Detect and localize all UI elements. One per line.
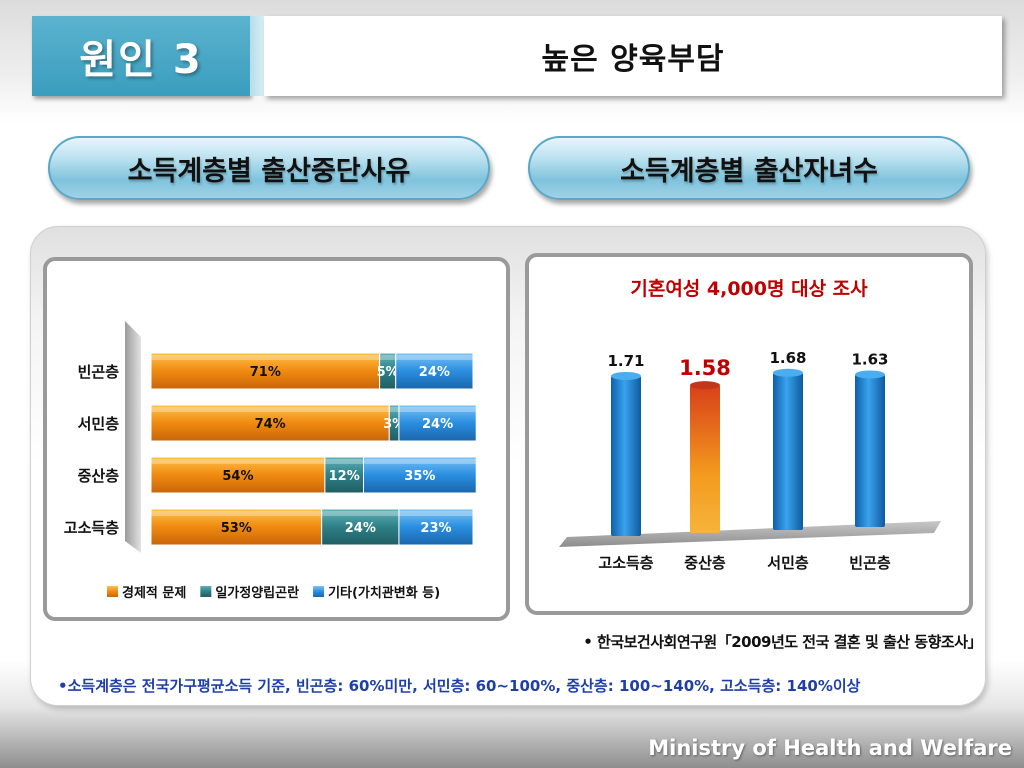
bar-value-label: 1.71 [607,352,644,370]
header-divider-strip [250,16,264,96]
segment-value-label: 24% [345,521,376,536]
legend-swatch [107,586,118,597]
category-label: 서민층 [767,554,809,572]
bar [611,376,641,536]
bar [690,385,720,533]
left-section-pill: 소득계층별 출산중단사유 [48,136,490,200]
segment-value-label: 54% [222,469,253,484]
stacked-bar-segment [395,352,474,390]
right-chart-title: 기혼여성 4,000명 대상 조사 [630,277,868,300]
right-section-pill: 소득계층별 출산자녀수 [528,136,970,200]
bar-segment-highlight [151,511,322,516]
stacked-bar-segment [150,508,323,546]
stacked-bar-segment [363,456,477,494]
legend-swatch [313,586,325,597]
segment-value-label: 5% [377,365,399,380]
chart-back-wall [125,321,141,553]
ministry-brand: Ministry of Health and Welfare [648,736,1012,760]
segment-value-label: 53% [221,521,252,536]
cause-number-label: 원인 3 [79,37,203,83]
bar-segment-highlight [395,355,473,360]
stacked-bar-chart: 빈곤층 71% 5% 24%서민층 74% 3% 24%중산층 54% 12% 35%고소득층 53… [64,321,477,601]
bar-segment-highlight [398,511,473,516]
segment-value-label: 35% [404,469,435,484]
bar-top [690,381,720,390]
source-citation: • 한국보건사회연구원「2009년도 전국 결혼 및 출산 동향조사」 [583,633,982,651]
stacked-bar-segment [398,508,474,546]
segment-value-label: 74% [255,417,286,432]
bar-segment-highlight [363,459,477,464]
segment-value-label: 71% [250,365,281,380]
legend-label: 경제적 문제 [122,585,186,601]
bar-value-label: 1.63 [851,350,888,368]
stacked-bar-segment [150,404,390,442]
legend-swatch [200,586,212,597]
bar [855,374,885,527]
segment-value-label: 24% [422,417,453,432]
bar-segment-highlight [389,407,399,412]
bar-segment-highlight [398,407,477,412]
category-label: 서민층 [78,415,120,433]
legend-label: 기타(가치관변화 등) [328,585,440,601]
page-title: 높은 양육부담 [541,42,725,77]
income-class-footnote: •소득계층은 전국가구평균소득 기준, 빈곤층: 60%미만, 서민층: 60~… [58,677,861,695]
bar-value-label: 1.68 [769,349,806,367]
bar-segment-highlight [321,511,399,516]
bar-top [855,370,885,379]
segment-value-label: 12% [329,469,360,484]
segment-value-label: 23% [420,521,451,536]
category-label: 중산층 [78,467,120,485]
left-section-title: 소득계층별 출산중단사유 [127,155,411,187]
category-label: 고소득층 [64,519,119,537]
chart-floor [559,521,941,547]
right-chart-panel: 기혼여성 4,000명 대상 조사 1.71 고소득층 1.58 중산층 1.68 서민층… [525,253,973,615]
category-label: 고소득층 [598,554,653,572]
category-label: 빈곤층 [849,554,891,572]
stacked-bar-segment [324,456,365,494]
left-chart-panel: 빈곤층 71% 5% 24% 서민층 74% 3% 24% 중산층 54% 12% 35% 고소득층 53… [43,257,510,621]
bar [773,372,803,530]
bar-segment-highlight [151,407,390,412]
bar-top [611,372,641,380]
header-title-box: 높은 양육부담 [264,16,1002,96]
bar-value-label: 1.58 [679,356,731,380]
vertical-bar-chart: 기혼여성 4,000명 대상 조사 1.71 고소득층 1.58 중산층 1.68 서민층… [559,277,941,572]
bar-segment-highlight [324,459,364,464]
bar-segment-highlight [379,355,396,360]
category-label: 중산층 [684,554,726,572]
cause-number-box: 원인 3 [32,16,250,96]
legend-label: 일가정양립곤란 [215,585,299,601]
stacked-bar-segment [150,352,381,390]
segment-value-label: 24% [419,365,450,380]
bar-segment-highlight [151,459,325,464]
right-section-title: 소득계층별 출산자녀수 [620,155,878,187]
bar-top [773,368,803,377]
bar-segment-highlight [151,355,380,360]
category-label: 빈곤층 [78,363,120,381]
stacked-bar-segment [150,456,326,494]
stacked-bar-segment [398,404,477,442]
